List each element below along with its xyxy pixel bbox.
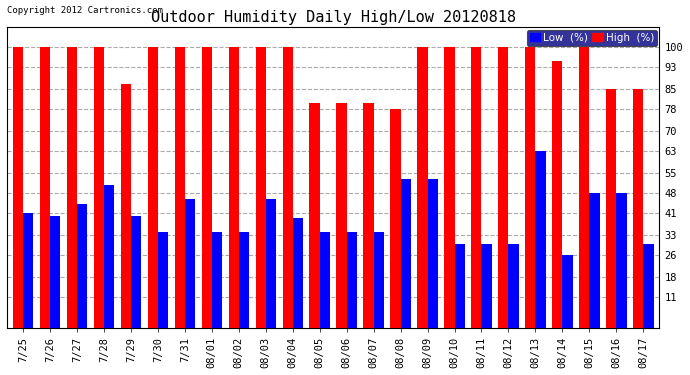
Bar [471, 47, 482, 328]
Bar [319, 232, 330, 328]
Bar [212, 232, 222, 328]
Bar [498, 47, 509, 328]
Bar [158, 232, 168, 328]
Bar [552, 61, 562, 328]
Bar [23, 213, 33, 328]
Bar [104, 184, 115, 328]
Legend: Low  (%), High  (%): Low (%), High (%) [526, 30, 658, 46]
Bar [50, 216, 60, 328]
Bar [391, 109, 401, 328]
Bar [282, 47, 293, 328]
Bar [185, 199, 195, 328]
Bar [293, 218, 303, 328]
Bar [131, 216, 141, 328]
Bar [417, 47, 428, 328]
Bar [94, 47, 104, 328]
Text: Copyright 2012 Cartronics.com: Copyright 2012 Cartronics.com [7, 6, 163, 15]
Bar [606, 89, 616, 328]
Bar [428, 179, 438, 328]
Bar [337, 103, 346, 328]
Bar [525, 47, 535, 328]
Bar [643, 244, 653, 328]
Bar [148, 47, 158, 328]
Bar [346, 232, 357, 328]
Bar [579, 47, 589, 328]
Bar [455, 244, 465, 328]
Bar [228, 47, 239, 328]
Bar [444, 47, 455, 328]
Title: Outdoor Humidity Daily High/Low 20120818: Outdoor Humidity Daily High/Low 20120818 [150, 10, 515, 25]
Bar [509, 244, 519, 328]
Bar [310, 103, 319, 328]
Bar [239, 232, 249, 328]
Bar [374, 232, 384, 328]
Bar [616, 193, 627, 328]
Bar [364, 103, 374, 328]
Bar [77, 204, 88, 328]
Bar [401, 179, 411, 328]
Bar [67, 47, 77, 328]
Bar [535, 151, 546, 328]
Bar [255, 47, 266, 328]
Bar [562, 255, 573, 328]
Bar [266, 199, 276, 328]
Bar [633, 89, 643, 328]
Bar [175, 47, 185, 328]
Bar [589, 193, 600, 328]
Bar [201, 47, 212, 328]
Bar [13, 47, 23, 328]
Bar [121, 84, 131, 328]
Bar [40, 47, 50, 328]
Bar [482, 244, 492, 328]
